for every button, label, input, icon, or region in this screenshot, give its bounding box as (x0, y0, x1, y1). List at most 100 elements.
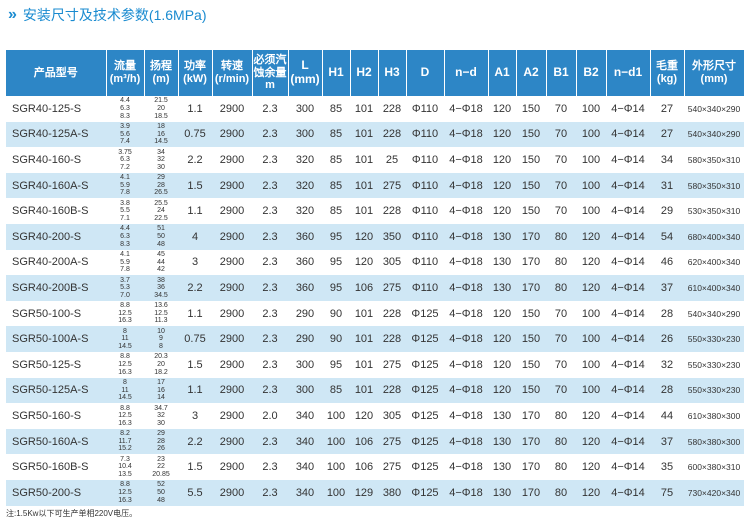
flow-value: 5.6 (120, 130, 130, 138)
head-value: 21.5 (154, 97, 168, 105)
flow-cell: 8.8 12.5 16.3 (106, 352, 144, 378)
col-header: 外形尺寸 (mm) (684, 50, 745, 96)
H1-cell: 85 (329, 205, 343, 218)
flow-value: 4.1 (120, 250, 130, 258)
col-header: H1 (322, 50, 351, 96)
col-header: 流量 (m³/h) (106, 50, 145, 96)
nd-cell: 4−Φ18 (449, 153, 483, 166)
head-cell: 23 22 20.85 (144, 454, 178, 480)
flow-value: 8 (123, 327, 127, 335)
nd1-cell: 4−Φ14 (611, 409, 645, 422)
B1-cell: 80 (554, 256, 568, 269)
nd1-cell: 4−Φ14 (606, 223, 650, 250)
power-cell: 1.1 (187, 307, 203, 320)
H1-cell: 85 (322, 377, 350, 404)
dims-cell: 540×340×290 (687, 308, 741, 319)
H2-cell: 129 (350, 479, 378, 506)
flow-value: 12.5 (118, 360, 132, 368)
H3-cell: 380 (378, 479, 406, 506)
A1-cell: 120 (488, 377, 516, 404)
power-cell: 2.2 (187, 153, 203, 166)
footnote: 注:1.5Kw以下可生产单相220V电压。 (6, 509, 138, 518)
A1-cell: 120 (492, 358, 512, 371)
table-row: SGR40-125-S 4.4 6.3 8.3 21.5 20 18.5 1.1 2900 2.3… (6, 96, 744, 122)
flow-value: 7.1 (120, 214, 130, 222)
B1-cell: 70 (546, 326, 576, 352)
A2-cell: 150 (521, 102, 541, 115)
B2-cell: 100 (576, 172, 606, 199)
npsh-cell: 2.3 (252, 275, 288, 301)
B1-cell: 70 (554, 205, 568, 218)
head-cell: 17 16 14 (144, 377, 178, 404)
power-cell: 1.1 (178, 377, 212, 404)
flow-value: 10.4 (118, 463, 132, 471)
H1-cell: 95 (329, 256, 343, 269)
head-value: 36 (157, 284, 165, 292)
L-cell: 340 (295, 461, 315, 474)
H2-cell: 106 (350, 275, 378, 301)
A1-cell: 130 (492, 461, 512, 474)
L-cell: 320 (295, 205, 315, 218)
H2-cell: 101 (350, 377, 378, 404)
B2-cell: 100 (581, 358, 601, 371)
nd-cell: 4−Φ18 (449, 102, 483, 115)
model-cell: SGR40-200A-S (12, 256, 89, 269)
A1-cell: 120 (492, 102, 512, 115)
power-cell: 1.5 (187, 461, 203, 474)
col-header: H3 (378, 50, 407, 96)
H1-cell: 90 (322, 326, 350, 352)
nd-cell: 4−Φ18 (449, 256, 483, 269)
D-cell: Φ125 (411, 358, 439, 371)
H1-cell: 90 (329, 307, 343, 320)
nd1-cell: 4−Φ14 (606, 275, 650, 301)
flow-value: 3.7 (120, 276, 130, 284)
head-value: 8 (159, 342, 163, 350)
flow-value: 8.3 (120, 112, 130, 120)
npsh-cell: 2.3 (252, 172, 288, 199)
speed-cell: 2900 (212, 326, 252, 352)
A1-cell: 130 (488, 223, 516, 250)
weight-cell: 35 (660, 461, 674, 474)
A1-cell: 120 (492, 153, 512, 166)
head-value: 34 (157, 148, 165, 156)
flow-cell: 3.9 5.6 7.4 (106, 121, 144, 148)
speed-cell: 2900 (219, 307, 245, 320)
head-value: 42 (157, 266, 165, 274)
nd1-cell: 4−Φ14 (606, 326, 650, 352)
H3-cell: 350 (378, 223, 406, 250)
weight-cell: 27 (650, 121, 684, 148)
B1-cell: 80 (546, 428, 576, 455)
spec-table: 产品型号 流量 (m³/h) 扬程 (m) 功率 (kW) 转速 (r/min)… (6, 50, 745, 506)
flow-value: 12.5 (118, 309, 132, 317)
speed-cell: 2900 (212, 428, 252, 455)
nd-cell: 4−Φ18 (449, 461, 483, 474)
head-cell: 38 36 34.5 (144, 275, 178, 301)
model-cell: SGR40-125A-S (6, 121, 106, 148)
head-value: 26.5 (154, 189, 168, 197)
speed-cell: 2900 (219, 358, 245, 371)
npsh-cell: 2.3 (252, 121, 288, 148)
power-cell: 0.75 (178, 121, 212, 148)
nd-cell: 4−Φ18 (444, 172, 488, 199)
table-row: SGR50-160-S 8.8 12.5 16.3 34.7 32 30 3 2900 2.0 34… (6, 403, 744, 429)
head-value: 30 (157, 163, 165, 171)
D-cell: Φ125 (406, 377, 444, 404)
flow-value: 7.0 (120, 291, 130, 299)
head-value: 32 (157, 156, 165, 164)
head-value: 18.2 (154, 368, 168, 376)
speed-cell: 2900 (212, 479, 252, 506)
table-row: SGR50-125A-S 8 11 14.5 17 16 14 1.1 2900 2.3 300 85… (6, 377, 744, 404)
nd-cell: 4−Φ18 (444, 275, 488, 301)
B2-cell: 120 (576, 223, 606, 250)
head-value: 20.3 (154, 353, 168, 361)
head-value: 28 (157, 437, 165, 445)
H3-cell: 228 (378, 326, 406, 352)
B2-cell: 100 (581, 307, 601, 320)
nd-cell: 4−Φ18 (449, 358, 483, 371)
head-value: 28 (157, 181, 165, 189)
H2-cell: 120 (354, 256, 374, 269)
B1-cell: 70 (554, 307, 568, 320)
A2-cell: 150 (516, 326, 546, 352)
power-cell: 3 (191, 409, 199, 422)
table-row: SGR50-200-S 8.8 12.5 16.3 52 50 48 5.5 2900 2.3 34… (6, 479, 744, 506)
